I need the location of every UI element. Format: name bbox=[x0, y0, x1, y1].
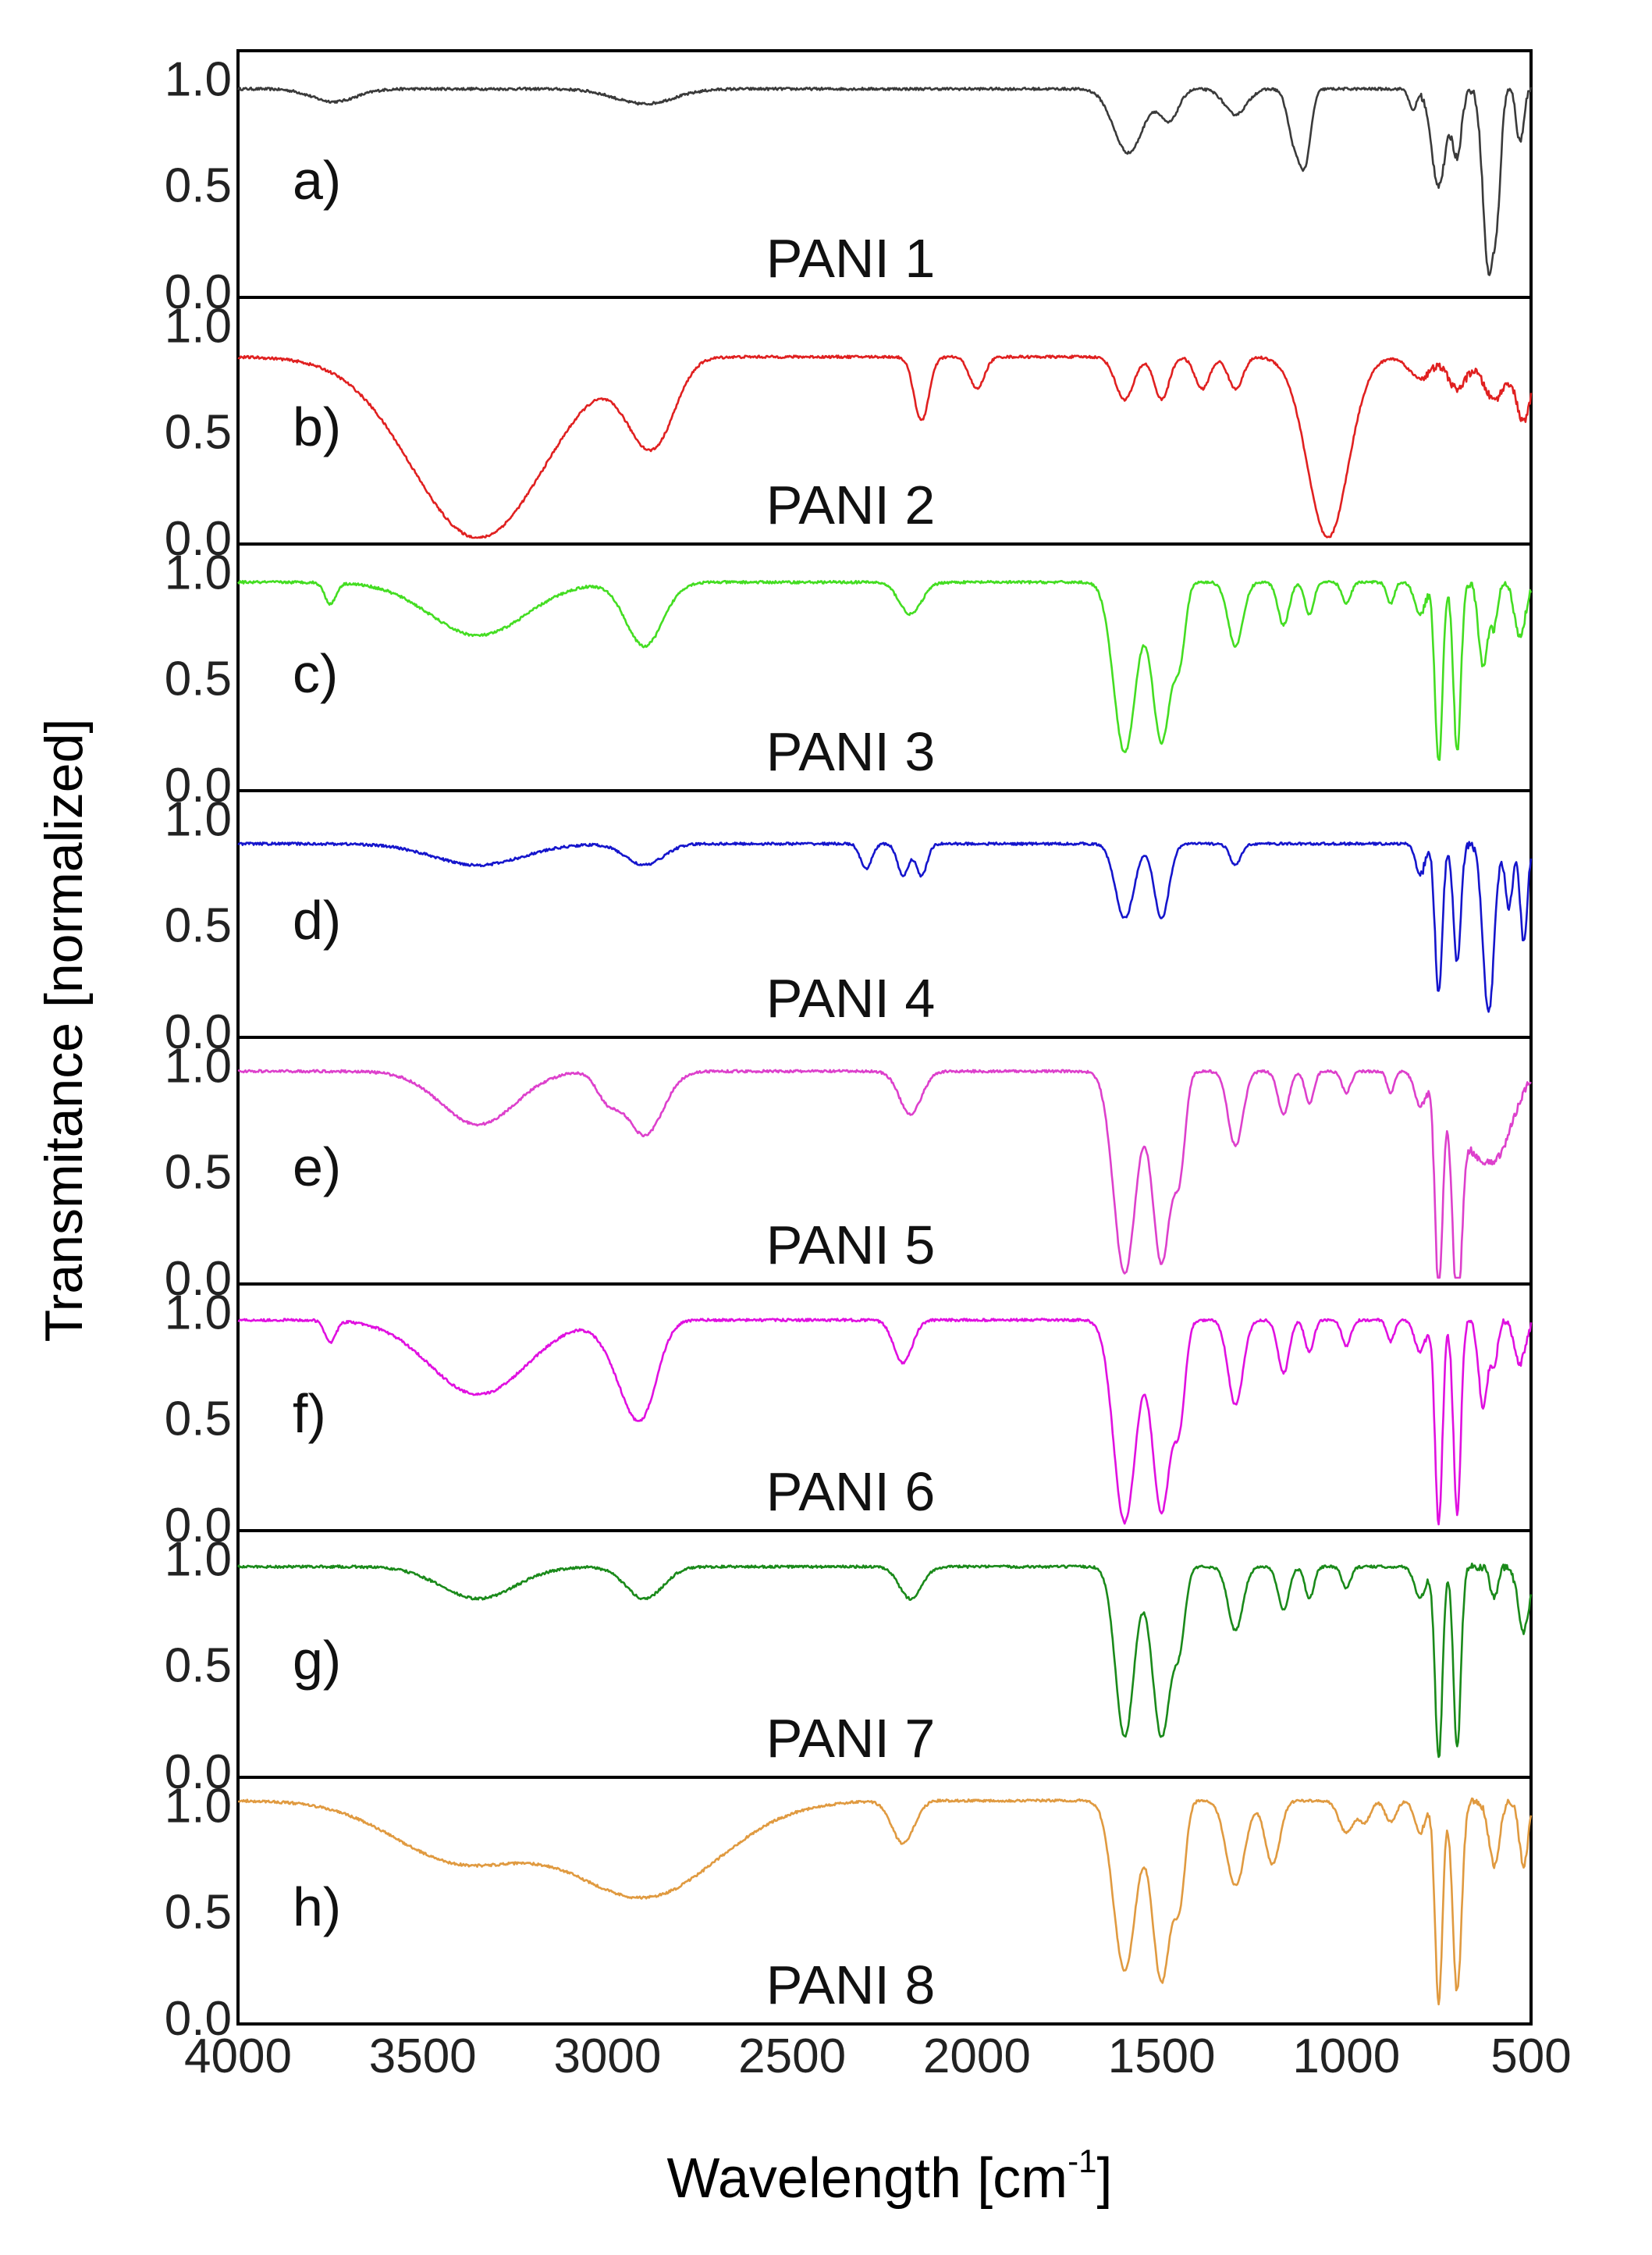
y-tick-label: 1.0 bbox=[165, 792, 232, 846]
panel-letter: b) bbox=[293, 397, 341, 457]
y-tick-label: 0.5 bbox=[165, 1886, 232, 1940]
spectrum-line-7 bbox=[236, 1562, 1533, 1759]
x-tick-label: 3500 bbox=[369, 2029, 477, 2083]
spectrum-line-2 bbox=[237, 354, 1533, 539]
spectrum-line-5 bbox=[237, 1069, 1532, 1279]
x-tick-label: 500 bbox=[1490, 2029, 1571, 2083]
y-tick-label: 0.5 bbox=[165, 406, 232, 460]
x-axis-label-main: Wavelength [cm bbox=[667, 2147, 1068, 2210]
sample-label: PANI 1 bbox=[766, 228, 936, 289]
y-tick-label: 0.0 bbox=[165, 265, 232, 319]
y-tick-label: 1.0 bbox=[165, 1532, 232, 1586]
spectrum-line-8 bbox=[237, 1797, 1533, 2006]
x-tick-label: 3000 bbox=[553, 2029, 661, 2083]
sample-label: PANI 4 bbox=[766, 968, 936, 1029]
y-tick-label: 0.5 bbox=[165, 653, 232, 706]
x-tick-label: 2000 bbox=[923, 2029, 1031, 2083]
sample-label: PANI 3 bbox=[766, 721, 936, 782]
x-tick-label: 1000 bbox=[1292, 2029, 1400, 2083]
x-tick-label: 1500 bbox=[1108, 2029, 1216, 2083]
y-tick-label: 0.0 bbox=[165, 1499, 232, 1553]
panel-frame bbox=[236, 1776, 1533, 2026]
panel-letter: f) bbox=[293, 1383, 326, 1444]
y-tick-label: 0.0 bbox=[165, 1745, 232, 1799]
y-tick-label: 1.0 bbox=[165, 1039, 232, 1093]
y-tick-label: 0.0 bbox=[165, 1992, 232, 2046]
spectrum-line-6 bbox=[237, 1318, 1533, 1526]
y-tick-label: 1.0 bbox=[165, 299, 232, 353]
y-tick-label: 1.0 bbox=[165, 52, 232, 106]
y-axis-label: Transmitance [normalized] bbox=[34, 719, 94, 1343]
sample-label: PANI 2 bbox=[766, 475, 936, 535]
sample-label: PANI 7 bbox=[766, 1708, 936, 1769]
y-tick-label: 0.5 bbox=[165, 899, 232, 953]
y-tick-label: 1.0 bbox=[165, 1779, 232, 1833]
panel-letter: h) bbox=[293, 1876, 341, 1937]
x-tick-label: 4000 bbox=[184, 2029, 292, 2083]
spectrum-line-4 bbox=[237, 841, 1533, 1013]
y-tick-label: 1.0 bbox=[165, 1286, 232, 1339]
panel-3: 0.0 0.5 1.0 c) PANI 3 bbox=[165, 542, 1533, 813]
y-tick-label: 0.0 bbox=[165, 1252, 232, 1306]
y-tick-label: 0.0 bbox=[165, 1005, 232, 1059]
y-tick-label: 0.5 bbox=[165, 1392, 232, 1446]
panel-2: 0.0 0.5 1.0 b) PANI 2 bbox=[165, 296, 1533, 566]
panel-letter: d) bbox=[293, 890, 341, 951]
spectrum-line-1 bbox=[236, 87, 1533, 276]
x-tick-label: 2500 bbox=[738, 2029, 846, 2083]
x-axis-label-close: ] bbox=[1096, 2147, 1112, 2210]
x-axis: 4000 3500 3000 2500 2000 1500 1000 500 bbox=[184, 2029, 1572, 2083]
y-tick-label: 0.5 bbox=[165, 1146, 232, 1200]
panel-letter: e) bbox=[293, 1136, 341, 1197]
spectrum-line-3 bbox=[236, 579, 1533, 761]
x-axis-label: Wavelength [cm-1] bbox=[667, 2143, 1113, 2210]
x-axis-label-superscript: -1 bbox=[1068, 2143, 1096, 2179]
y-tick-label: 0.5 bbox=[165, 159, 232, 213]
panel-5: 0.0 0.5 1.0 e) PANI 5 bbox=[165, 1036, 1533, 1306]
sample-label: PANI 5 bbox=[766, 1215, 936, 1275]
y-tick-label: 0.5 bbox=[165, 1639, 232, 1693]
panel-4: 0.0 0.5 1.0 d) PANI 4 bbox=[165, 789, 1533, 1059]
panel-letter: c) bbox=[293, 643, 338, 704]
panel-letter: g) bbox=[293, 1630, 341, 1691]
sample-label: PANI 6 bbox=[766, 1461, 936, 1522]
y-tick-label: 0.0 bbox=[165, 512, 232, 566]
y-tick-label: 0.0 bbox=[165, 759, 232, 813]
panel-8: 0.0 0.5 1.0 h) PANI 8 bbox=[165, 1776, 1533, 2046]
y-tick-label: 1.0 bbox=[165, 546, 232, 599]
sample-label: PANI 8 bbox=[766, 1954, 936, 2015]
panel-6: 0.0 0.5 1.0 f) PANI 6 bbox=[165, 1282, 1533, 1553]
panel-letter: a) bbox=[293, 150, 341, 211]
panel-7: 0.0 0.5 1.0 g) PANI 7 bbox=[165, 1529, 1533, 1799]
panels-group: 0.0 0.5 1.0 a) PANI 1 0.0 0.5 1.0 b) PANI 2 0.0 0.5… bbox=[165, 49, 1533, 2046]
